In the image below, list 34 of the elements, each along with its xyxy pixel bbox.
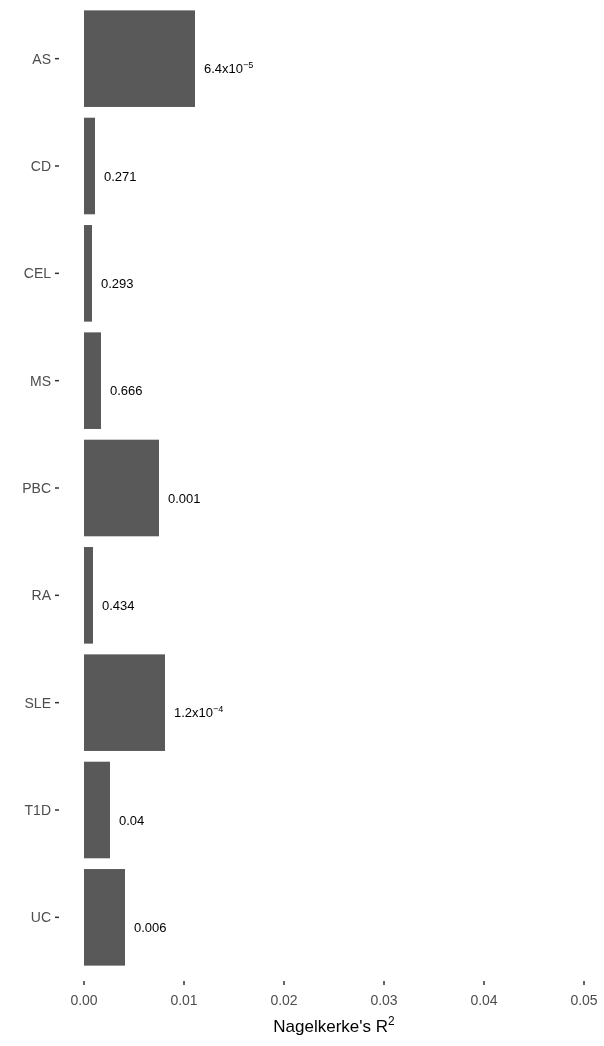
bar <box>84 225 92 322</box>
annotation: 0.293 <box>101 275 134 291</box>
bar <box>84 332 101 429</box>
bar <box>84 10 195 107</box>
annotation: 0.666 <box>110 383 143 399</box>
bar <box>84 654 165 751</box>
x-tick-label: 0.05 <box>570 991 598 1008</box>
y-tick-label: CD <box>30 157 51 174</box>
y-tick-label: CEL <box>23 265 52 282</box>
x-tick-label: 0.00 <box>70 991 98 1008</box>
annotation: 0.006 <box>134 919 167 935</box>
bar <box>84 547 93 644</box>
x-tick-label: 0.04 <box>470 991 498 1008</box>
y-tick-label: PBC <box>22 479 51 496</box>
y-tick-label: SLE <box>24 694 51 711</box>
annotation: 1.2x10$^{−4}$ <box>174 704 224 721</box>
y-tick-label: AS <box>32 50 51 67</box>
y-tick-label: RA <box>31 587 52 604</box>
y-tick-label: UC <box>30 909 51 926</box>
annotation: 0.271 <box>104 168 137 184</box>
annotation: 0.434 <box>102 597 135 613</box>
bar <box>84 439 159 537</box>
x-tick-label: 0.01 <box>170 991 198 1008</box>
y-tick-label: MS <box>30 372 51 389</box>
x-tick-label: 0.02 <box>270 991 298 1008</box>
bar <box>84 117 95 215</box>
x-tick-label: 0.03 <box>370 991 398 1008</box>
annotation: 0.04 <box>119 812 145 828</box>
y-tick-label: T1D <box>24 801 51 818</box>
bar <box>84 761 110 859</box>
x-axis-title: Nagelkerke's R$^{2}$ <box>273 1014 396 1036</box>
annotation: 6.4x10$^{−5}$ <box>204 60 254 77</box>
annotation: 0.001 <box>168 490 201 506</box>
bar <box>84 869 125 966</box>
